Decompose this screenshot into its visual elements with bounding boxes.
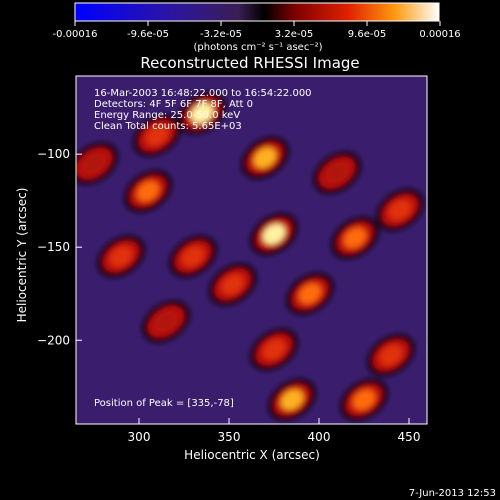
peak-core [325,162,349,183]
annotation-clean: Clean Total counts: 5.65E+03 [94,121,242,132]
y-tick-label: −100 [37,147,70,161]
peak-core [181,246,205,267]
peak-core [145,125,169,146]
peak-core [221,274,244,295]
peak-core [280,389,304,410]
x-tick-label: 300 [128,430,151,444]
axes: 300 350 400 450 −100 −150 −200 [37,147,420,444]
peak-core [154,311,178,332]
chart-title: Reconstructed RHESSI Image [140,54,359,72]
peak-core [262,339,286,360]
colorbar-tick-label: 3.2e-05 [275,29,313,40]
peak-core [262,224,286,245]
peak-core [379,345,403,366]
x-axis-label: Heliocentric X (arcsec) [184,448,320,462]
peak-core [190,103,214,124]
intensity-peaks [76,92,424,421]
colorbar-tick-label: -0.00016 [53,29,98,40]
colorbar-unit: (photons cm⁻² s⁻¹ asec⁻²) [193,42,322,53]
peak-core [343,227,367,248]
peak-core [298,283,322,304]
peak-core [352,389,376,410]
x-tick-label: 400 [308,430,331,444]
timestamp: 7-Jun-2013 12:53 [409,488,496,499]
annotation-energy: Energy Range: 25.0-50.0 keV [94,110,240,121]
colorbar-tick-label: 0.00016 [419,29,460,40]
peak-core [109,246,133,267]
annotation-peak: Position of Peak = [335,-78] [94,398,234,409]
annotation-detectors: Detectors: 4F 5F 6F 7F 8F, Att 0 [94,99,253,110]
x-tick-label: 350 [218,430,241,444]
x-tick-label: 450 [398,430,421,444]
colorbar-tick-label: -3.2e-05 [200,29,242,40]
colorbar-tick-label: 9.6e-05 [348,29,386,40]
y-tick-label: −200 [37,333,70,347]
plot-frame [75,75,428,425]
annotation-time-range: 16-Mar-2003 16:48:22.000 to 16:54:22.000 [94,88,312,99]
peak-core [253,147,277,168]
y-tick-label: −150 [37,240,70,254]
colorbar-tick-label: -9.6e-05 [127,29,169,40]
peak-core [136,181,160,202]
peak-core [82,153,106,174]
colorbar-ticks: -0.00016 -9.6e-05 -3.2e-05 3.2e-05 9.6e-05 0.… [53,21,461,40]
peak-core [388,199,412,221]
y-axis-label: Heliocentric Y (arcsec) [15,188,29,323]
colorbar [74,2,440,22]
